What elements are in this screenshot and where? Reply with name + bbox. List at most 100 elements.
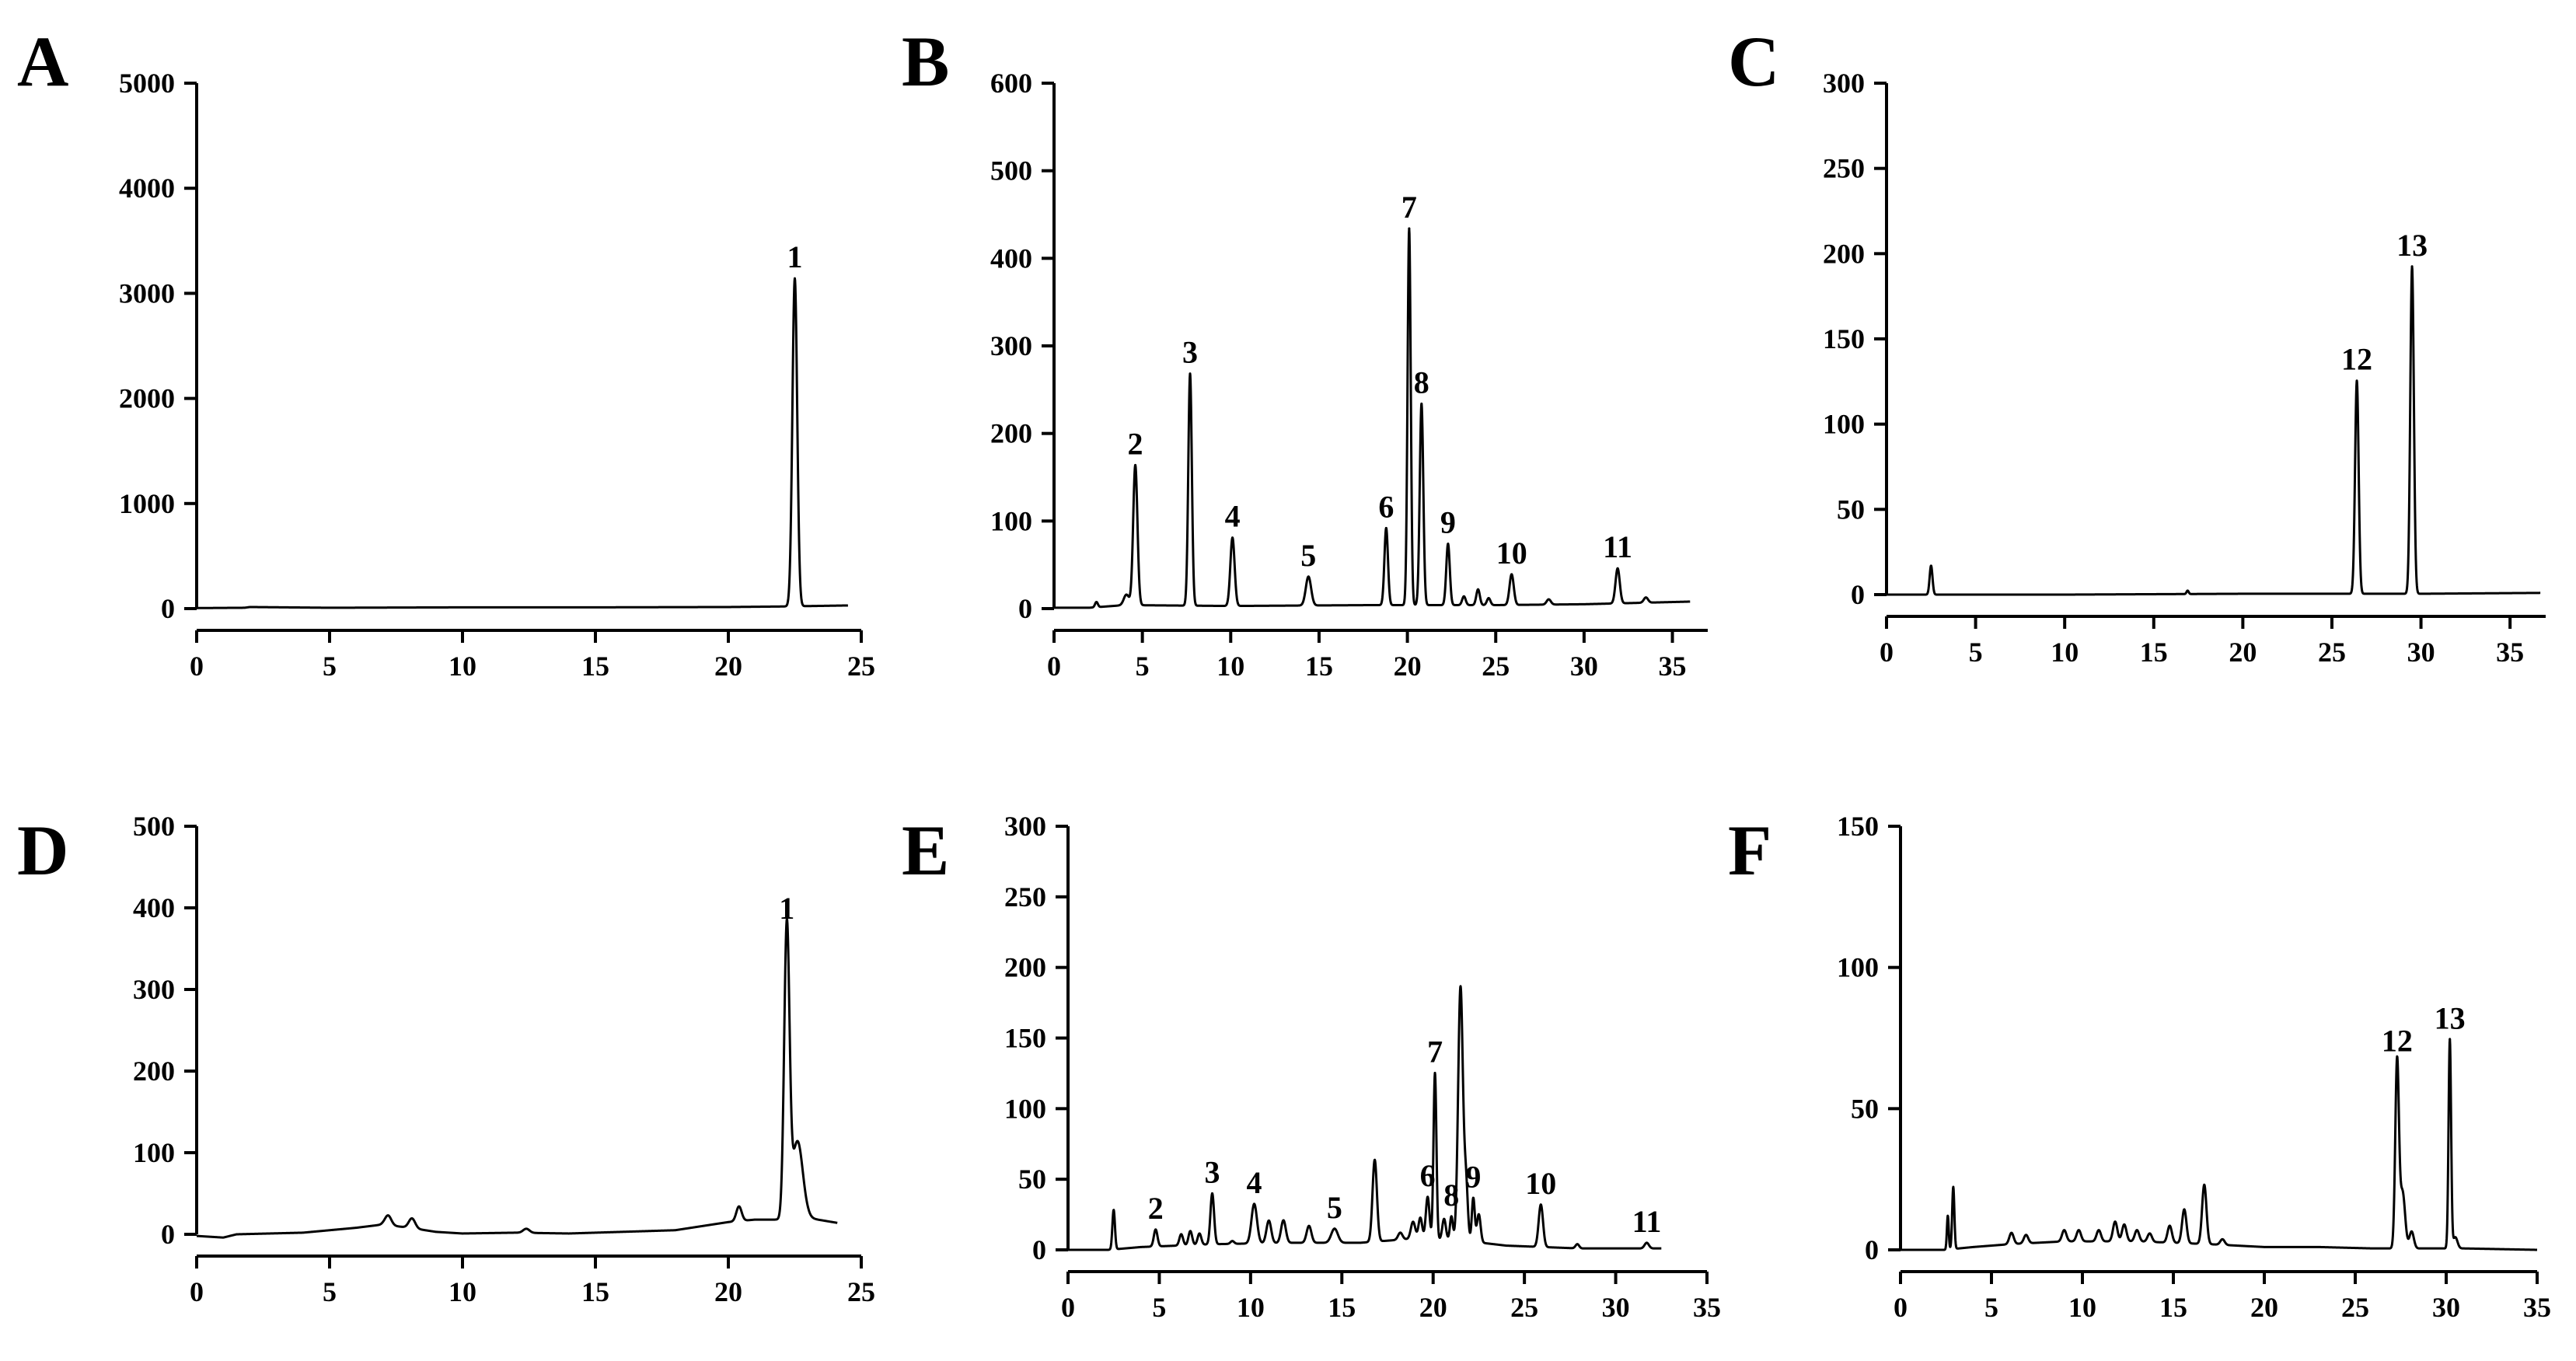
- x-tick-label: 5: [323, 651, 337, 682]
- peak-label-7: 7: [1427, 1034, 1443, 1069]
- panel-b: B 0 100 200 300 400 500 600 0 5 10 15 20 25 30 35 2 3 4 5 6 7…: [902, 22, 1708, 682]
- x-tick-label: 15: [1305, 651, 1333, 682]
- peak-1-apex: [785, 928, 788, 931]
- y-tick-label: 0: [161, 593, 175, 624]
- peak-2-apex: [1134, 463, 1137, 466]
- y-tick-label: 5000: [119, 68, 175, 99]
- peak-12-apex: [2396, 1060, 2399, 1063]
- x-tick-label: 35: [2523, 1292, 2551, 1323]
- x-tick-label: 5: [1136, 651, 1150, 682]
- y-tick-label: 50: [1851, 1093, 1879, 1124]
- peak-label-8: 8: [1414, 365, 1429, 400]
- y-tick-label: 250: [1004, 881, 1046, 913]
- y-tick-label: 200: [1823, 238, 1865, 269]
- x-tick-label: 20: [1419, 1292, 1447, 1323]
- panel-letter: A: [17, 22, 68, 101]
- x-tick-label: 35: [2496, 637, 2524, 668]
- panel-a: A 0 1000 2000 3000 4000 5000 0 5 10 15 20 25 1: [17, 22, 875, 682]
- chromatogram-trace: [1066, 985, 1663, 1251]
- y-tick-label: 500: [990, 155, 1032, 187]
- peak-11-apex: [1616, 567, 1619, 570]
- x-tick-label: 10: [2068, 1292, 2096, 1323]
- x-tick-label: 15: [581, 1276, 609, 1307]
- peak-4-apex: [1253, 1202, 1256, 1206]
- y-tick-label: 50: [1837, 494, 1865, 525]
- peak-label-1: 1: [787, 239, 803, 274]
- x-tick-label: 10: [449, 1276, 476, 1307]
- x-tick-label: 5: [323, 1276, 337, 1307]
- peak-label-2: 2: [1128, 426, 1143, 461]
- peak-label-10: 10: [1496, 536, 1527, 571]
- panel-letter: B: [902, 22, 949, 101]
- panel-e: E 0 50 100 150 200 250 300 0 5 10 15 20 25 30 35 2 3 4 5 6 7 8…: [902, 811, 1721, 1323]
- chromatogram-trace: [195, 277, 850, 609]
- x-tick-label: 25: [847, 1276, 875, 1307]
- x-tick-label: 10: [1237, 1292, 1265, 1323]
- x-tick-label: 25: [847, 651, 875, 682]
- peak-6-apex: [1426, 1195, 1429, 1199]
- x-tick-label: 35: [1693, 1292, 1721, 1323]
- y-tick-label: 0: [1851, 579, 1865, 610]
- y-tick-label: 50: [1018, 1164, 1046, 1195]
- y-tick-label: 400: [990, 243, 1032, 274]
- y-tick-label: 0: [1865, 1234, 1879, 1265]
- x-tick-label: 20: [2229, 637, 2257, 668]
- y-tick-label: 0: [1032, 1234, 1046, 1265]
- y-tick-label: 600: [990, 68, 1032, 99]
- y-tick-label: 200: [1004, 952, 1046, 983]
- peak-label-12: 12: [2382, 1023, 2413, 1058]
- panel-letter: E: [902, 811, 949, 890]
- chromatogram-trace: [1052, 227, 1691, 609]
- peak-7-apex: [1408, 227, 1411, 230]
- peak-label-9: 9: [1465, 1159, 1481, 1194]
- x-tick-label: 5: [1969, 637, 1983, 668]
- peak-13-apex: [2449, 1038, 2452, 1041]
- x-tick-label: 30: [2407, 637, 2435, 668]
- x-tick-label: 0: [190, 1276, 204, 1307]
- peak-2-apex: [1154, 1228, 1157, 1231]
- peak-5-apex: [1333, 1227, 1336, 1230]
- peak-9-apex: [1447, 543, 1450, 546]
- peak-label-1: 1: [779, 891, 794, 926]
- panel-letter: F: [1728, 811, 1771, 890]
- peak-label-4: 4: [1225, 499, 1241, 534]
- peak-8-apex: [1420, 402, 1423, 405]
- x-tick-label: 10: [449, 651, 476, 682]
- y-tick-label: 3000: [119, 277, 175, 309]
- peak-3-apex: [1211, 1192, 1214, 1195]
- x-tick-label: 25: [2318, 637, 2346, 668]
- y-tick-label: 200: [133, 1056, 175, 1087]
- panel-letter: D: [17, 811, 68, 890]
- x-tick-label: 25: [1482, 651, 1510, 682]
- x-tick-label: 0: [1894, 1292, 1908, 1323]
- x-tick-label: 5: [1984, 1292, 1998, 1323]
- chromatogram-trace: [1885, 265, 2542, 596]
- peak-label-13: 13: [2435, 1000, 2466, 1035]
- peak-4-apex: [1231, 536, 1234, 539]
- x-tick-label: 15: [2140, 637, 2168, 668]
- peak-9-apex: [1471, 1196, 1475, 1199]
- y-tick-label: 300: [133, 974, 175, 1005]
- y-tick-label: 100: [990, 505, 1032, 536]
- y-tick-label: 0: [161, 1219, 175, 1250]
- x-tick-label: 35: [1659, 651, 1687, 682]
- y-tick-label: 250: [1823, 153, 1865, 184]
- panel-letter: C: [1728, 22, 1779, 101]
- x-tick-label: 10: [1216, 651, 1244, 682]
- x-tick-label: 20: [714, 1276, 742, 1307]
- x-tick-label: 20: [714, 651, 742, 682]
- peak-label-5: 5: [1327, 1190, 1342, 1225]
- peak-13-apex: [2410, 265, 2414, 268]
- peak-label-4: 4: [1247, 1165, 1262, 1200]
- chromatogram-trace: [1899, 1038, 2539, 1251]
- panel-f: F 0 50 100 150 0 5 10 15 20 25 30 35 12 13: [1728, 811, 2551, 1323]
- x-tick-label: 5: [1152, 1292, 1166, 1323]
- peak-label-11: 11: [1603, 529, 1632, 564]
- x-tick-label: 0: [1061, 1292, 1075, 1323]
- peak-label-12: 12: [2341, 342, 2372, 377]
- peak-10-apex: [1510, 573, 1513, 576]
- panel-c: C 0 50 100 150 200 250 300 0 5 10 15 20 25 30 35 12 13: [1728, 22, 2546, 668]
- y-tick-label: 150: [1004, 1023, 1046, 1054]
- x-tick-label: 30: [1570, 651, 1598, 682]
